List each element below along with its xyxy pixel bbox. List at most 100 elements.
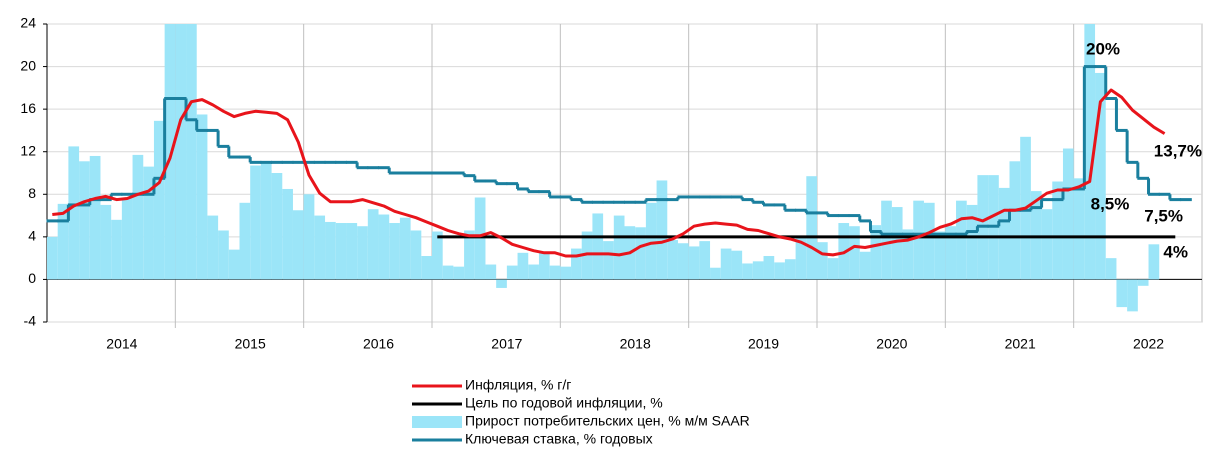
bar [571,248,582,280]
legend-label: Цель по годовой инфляции, % [465,395,663,411]
bar [1148,244,1160,280]
bar [645,202,657,280]
bar [859,251,871,280]
bar [389,223,400,280]
bar [196,114,208,280]
bar [763,256,775,280]
bar [410,230,422,280]
x-tick-label: 2019 [748,336,779,352]
bar-layer [47,24,1160,312]
bar [656,180,668,280]
bar [1041,209,1053,280]
bar [795,237,807,280]
bar [528,264,539,280]
bar [1009,161,1021,280]
bar [956,200,967,280]
bar [442,265,454,280]
annotation: 20% [1086,39,1120,58]
legend-label: Ключевая ставка, % годовых [465,431,653,447]
bar [667,240,678,280]
bar [827,258,839,280]
bar [517,252,529,280]
y-tick-label: 4 [28,228,36,244]
bar [207,215,219,280]
x-tick-label: 2014 [106,336,137,352]
bar [731,250,743,280]
bar [485,264,497,280]
bar [228,249,240,280]
bar [934,231,946,280]
bar [966,204,978,280]
bar [335,223,347,280]
y-tick-label: 16 [20,100,36,116]
bar [891,207,903,280]
bar [902,229,914,280]
bar [250,165,261,280]
bar [164,24,176,280]
bar [1095,72,1106,280]
bar [1105,258,1117,280]
legend-swatch [412,416,462,428]
bar [688,246,700,280]
bar [784,259,796,280]
bar [806,176,817,280]
bar [945,226,957,280]
bar [1084,24,1096,280]
bar [752,261,764,280]
y-tick-label: 12 [20,142,36,158]
bar [399,217,411,280]
bar [742,263,753,280]
x-tick-label: 2020 [876,336,907,352]
bar [132,154,144,280]
legend-label: Прирост потребительских цен, % м/м SAAR [465,413,750,429]
bar [881,200,892,280]
bar [57,203,69,280]
bar [68,146,80,280]
y-tick-label: 20 [20,57,36,73]
bar [870,225,882,280]
y-tick-label: 0 [28,270,36,286]
bar [218,230,229,280]
line-series [52,88,1166,258]
x-tick-label: 2018 [620,336,651,352]
bar [357,226,368,280]
bar [677,243,689,280]
y-tick-label: 24 [20,15,36,31]
bar [464,230,475,280]
bar [121,197,133,280]
bar [1127,279,1138,312]
bar [849,226,860,280]
bar [186,24,197,280]
bar [346,223,358,280]
x-tick-label: 2022 [1133,336,1164,352]
bar [378,214,390,280]
bar [1062,148,1074,280]
bar [613,215,625,280]
bar [496,279,507,288]
bar [260,162,272,280]
bar [453,266,465,280]
x-tick-label: 2015 [235,336,266,352]
y-tick-label: 8 [28,185,36,201]
bar [153,120,165,280]
x-tick-label: 2021 [1005,336,1036,352]
annotation: 7,5% [1144,206,1183,225]
y-tick-label: -4 [24,313,37,329]
bar [314,215,326,280]
bar [774,262,785,280]
bar [79,161,90,280]
legend-label: Инфляция, % г/г [465,377,571,393]
bar [292,210,304,280]
bar [549,265,561,280]
bar [592,213,604,280]
annotation: 13,7% [1154,141,1202,160]
bar [474,197,486,280]
bar [432,231,443,280]
bar [506,265,518,280]
bar [325,221,336,280]
bar [923,202,935,280]
bar [538,252,550,280]
bar [239,202,251,280]
bar [817,242,828,280]
